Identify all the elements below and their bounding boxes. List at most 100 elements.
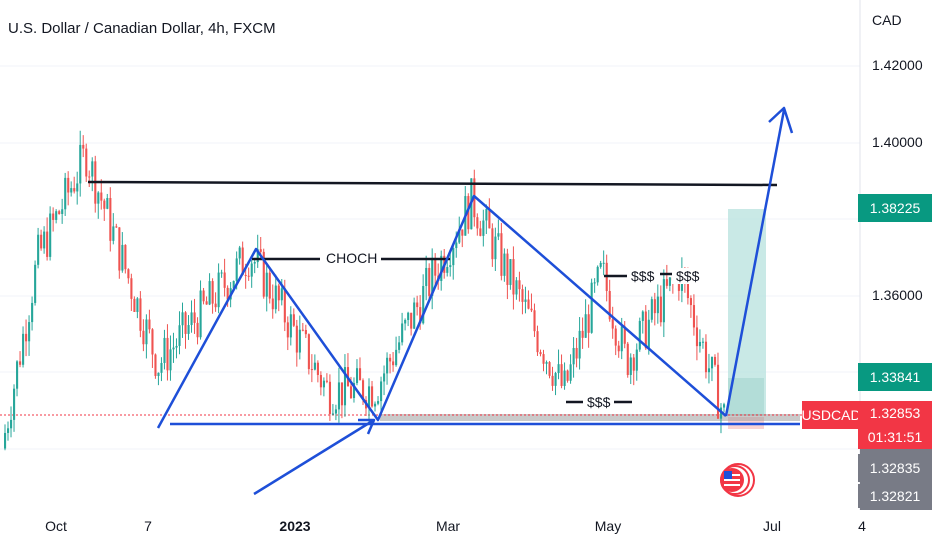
candle-body	[307, 334, 310, 370]
candle-body	[13, 388, 16, 420]
candle-body	[358, 368, 362, 381]
candle-body	[698, 341, 702, 347]
candle-body	[479, 228, 482, 236]
candle-body	[419, 307, 422, 324]
candle-body	[304, 329, 307, 335]
candle-body	[710, 356, 714, 369]
candle-body	[106, 197, 109, 209]
candle-body	[539, 352, 542, 355]
candle-body	[626, 343, 629, 375]
candle-body	[151, 329, 154, 355]
liquidity-label-3: $$$	[583, 394, 615, 410]
candle-body	[103, 200, 106, 209]
candle-body	[97, 192, 100, 204]
symbol-badge[interactable]: USDCAD	[801, 401, 861, 429]
candle-body	[10, 419, 13, 429]
candle-body	[434, 258, 437, 276]
candle-body	[590, 282, 593, 333]
candle-body	[55, 211, 58, 220]
candle-body	[542, 354, 545, 364]
candle-body	[569, 364, 572, 381]
candle-body	[665, 279, 668, 286]
candle-body	[130, 278, 133, 299]
candle-body	[704, 341, 708, 373]
candle-body	[115, 226, 118, 228]
candle-body	[280, 288, 283, 301]
candle-body	[187, 325, 190, 334]
candle-body	[476, 217, 479, 229]
candle-body	[28, 322, 31, 342]
candle-body	[488, 209, 491, 229]
candle-body	[644, 311, 647, 349]
candle-body	[40, 234, 43, 249]
candle-body	[199, 290, 202, 338]
candle-body	[494, 236, 497, 260]
candle-body	[241, 247, 244, 275]
candle-body	[608, 291, 611, 320]
candle-body	[425, 267, 428, 286]
candle-body	[235, 258, 238, 281]
candle-body	[232, 280, 235, 289]
sweep-arrow-line	[253, 418, 375, 496]
candle-body	[554, 373, 557, 386]
candle-body	[533, 310, 536, 332]
x-tick-may: May	[594, 518, 622, 534]
candle-body	[274, 285, 277, 310]
candle-body	[112, 226, 115, 241]
candle-body	[109, 197, 112, 241]
candle-body	[319, 374, 322, 388]
candle-body	[545, 362, 548, 364]
candle-body	[136, 298, 139, 312]
candle-body	[506, 253, 509, 285]
us-flag-event-icon[interactable]	[718, 462, 756, 498]
candle-body	[521, 289, 524, 302]
candle-body	[211, 281, 214, 304]
candle-body	[277, 285, 280, 301]
candle-body	[343, 367, 347, 406]
candle-body	[617, 345, 620, 352]
candle-body	[142, 330, 145, 345]
candle-body	[172, 347, 175, 350]
candle-body	[518, 280, 521, 290]
candle-body	[70, 188, 73, 193]
candle-body	[482, 220, 485, 236]
candle-body	[76, 183, 79, 192]
candle-body	[334, 409, 338, 414]
candle-body	[452, 248, 455, 266]
liquidity-label-1: $$$	[627, 268, 659, 284]
candle-body	[629, 357, 632, 375]
candle-body	[374, 403, 377, 407]
candle-body	[61, 209, 64, 215]
candle-body	[395, 349, 398, 366]
candle-body	[157, 372, 160, 376]
candle-body	[635, 349, 638, 371]
candle-body	[214, 303, 217, 308]
x-tick-4: 4	[858, 518, 866, 534]
candle-body	[413, 302, 416, 329]
candle-body	[49, 213, 52, 257]
entry-zone	[728, 378, 764, 416]
candle-body	[85, 148, 88, 177]
candle-body	[530, 308, 533, 311]
candle-body	[328, 381, 332, 414]
candle-body	[485, 209, 488, 221]
candle-body	[175, 345, 178, 348]
candle-body	[392, 361, 395, 366]
candle-body	[271, 298, 274, 310]
candle-body	[377, 401, 380, 404]
candle-body	[662, 279, 665, 323]
candle-body	[361, 380, 365, 401]
candle-body	[500, 233, 503, 276]
candle-body	[467, 196, 470, 230]
candle-body	[196, 322, 199, 338]
candle-body	[575, 347, 578, 359]
candle-body	[184, 312, 187, 334]
candle-body	[91, 161, 94, 177]
candle-body	[428, 267, 431, 296]
candle-body	[295, 325, 298, 353]
candle-body	[244, 274, 247, 276]
candle-body	[205, 301, 208, 305]
candle-body	[596, 266, 599, 283]
candle-body	[301, 329, 304, 331]
